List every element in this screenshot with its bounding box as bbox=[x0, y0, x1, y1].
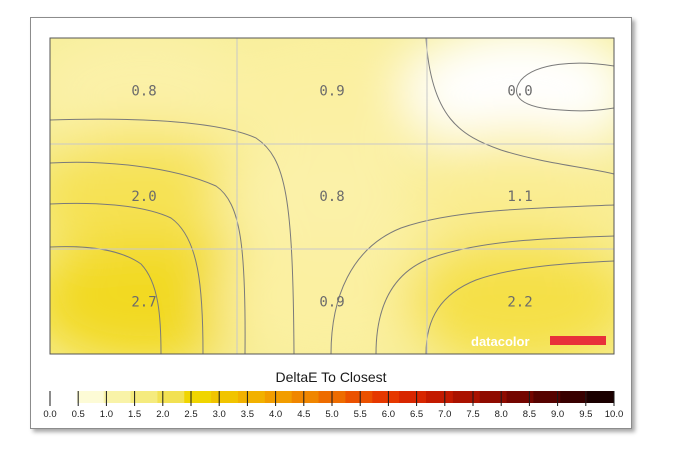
contour-line bbox=[50, 118, 295, 354]
colorbar-swatch bbox=[50, 391, 78, 403]
colorbar-tick-label: 4.5 bbox=[297, 409, 310, 420]
contour-line bbox=[425, 260, 614, 354]
cell-labels: 0.8 0.9 0.0 2.0 0.8 1.1 2.7 0.9 2.2 bbox=[131, 84, 532, 311]
colorbar-swatch bbox=[103, 391, 132, 403]
colorbar: 0.0 0.5 1.0 1.5 2.0 2.5 3.0 3.5 4.0 4.5 5.0 5.5 6.0 6… bbox=[43, 391, 623, 420]
cell-value-label: 0.0 bbox=[507, 84, 532, 100]
colorbar-tick-label: 5.5 bbox=[354, 409, 367, 420]
colorbar-swatch bbox=[533, 391, 561, 403]
colorbar-tick-label: 1.0 bbox=[100, 409, 113, 420]
contour-lines bbox=[50, 38, 614, 354]
heatmap-cell bbox=[50, 38, 261, 156]
colorbar-swatch bbox=[130, 391, 158, 403]
heatmap-cell bbox=[215, 38, 449, 156]
colorbar-swatch bbox=[587, 391, 615, 403]
contour-line bbox=[50, 161, 246, 354]
colorbar-swatch bbox=[291, 391, 320, 403]
colorbar-swatch bbox=[399, 391, 427, 403]
colorbar-tick-label: 8.5 bbox=[523, 409, 536, 420]
colorbar-tick-label: 6.5 bbox=[410, 409, 423, 420]
colorbar-swatch bbox=[452, 391, 481, 403]
colorbar-tick-label: 0.5 bbox=[72, 409, 85, 420]
brand-wordmark: datacolor bbox=[471, 334, 530, 349]
cell-value-label: 0.9 bbox=[319, 294, 344, 310]
heatmap-field: 0.8 0.9 0.0 2.0 0.8 1.1 2.7 0.9 2.2 datacolor bbox=[50, 38, 614, 354]
colorbar-swatch bbox=[157, 391, 185, 403]
colorbar-swatch bbox=[238, 391, 266, 403]
contour-line bbox=[375, 235, 614, 354]
heatmap-cell bbox=[403, 38, 614, 156]
cell-value-label: 2.7 bbox=[131, 294, 156, 310]
colorbar-tick-label: 0.0 bbox=[43, 409, 56, 420]
colorbar-tick-label: 3.5 bbox=[241, 409, 254, 420]
heatmap-chart: 0.8 0.9 0.0 2.0 0.8 1.1 2.7 0.9 2.2 datacolor De… bbox=[43, 37, 623, 420]
brand-logo: datacolor bbox=[471, 334, 606, 349]
heatmap-cell bbox=[215, 130, 449, 262]
heatmap-cell bbox=[403, 130, 614, 262]
cell-value-label: 0.8 bbox=[131, 84, 156, 100]
colorbar-swatch bbox=[211, 391, 239, 403]
colorbar-swatch bbox=[76, 391, 105, 403]
contour-line bbox=[330, 204, 614, 354]
colorbar-tick-label: 5.0 bbox=[325, 409, 338, 420]
colorbar-tick-label: 9.5 bbox=[579, 409, 592, 420]
colorbar-swatch bbox=[372, 391, 400, 403]
grid-lines bbox=[50, 38, 614, 354]
contour-line bbox=[425, 38, 614, 175]
colorbar-tick-label: 7.5 bbox=[466, 409, 479, 420]
colorbar-swatch bbox=[426, 391, 454, 403]
cell-value-label: 0.9 bbox=[319, 84, 344, 100]
colorbar-tick-label: 2.5 bbox=[184, 409, 197, 420]
plot-border bbox=[49, 37, 615, 355]
cell-value-label: 2.2 bbox=[507, 294, 532, 310]
colorbar-swatch bbox=[345, 391, 373, 403]
colorbar-swatch bbox=[184, 391, 212, 403]
colorbar-tick-label: 7.0 bbox=[438, 409, 451, 420]
colorbar-tick-label: 4.0 bbox=[269, 409, 282, 420]
colorbar-tick-label: 9.0 bbox=[551, 409, 564, 420]
contour-line bbox=[50, 202, 204, 354]
chart-card: 0.8 0.9 0.0 2.0 0.8 1.1 2.7 0.9 2.2 datacolor De… bbox=[30, 17, 632, 429]
colorbar-tick-label: 6.0 bbox=[382, 409, 395, 420]
brand-accent-bar bbox=[550, 336, 606, 345]
colorbar-tick-label: 1.5 bbox=[128, 409, 141, 420]
contour-line bbox=[50, 246, 162, 354]
colorbar-tick-label: 8.0 bbox=[495, 409, 508, 420]
colorbar-title: DeltaE To Closest bbox=[275, 369, 386, 385]
colorbar-swatch bbox=[560, 391, 588, 403]
heatmap-cell bbox=[50, 236, 261, 354]
heatmap-blobs bbox=[50, 38, 614, 354]
colorbar-tick-label: 10.0 bbox=[605, 409, 624, 420]
cell-value-label: 1.1 bbox=[507, 189, 532, 205]
heatmap-cell bbox=[403, 236, 614, 354]
cell-value-label: 0.8 bbox=[319, 189, 344, 205]
colorbar-tick-label: 2.0 bbox=[156, 409, 169, 420]
colorbar-tick-label: 3.0 bbox=[213, 409, 226, 420]
colorbar-swatch bbox=[264, 391, 293, 403]
contour-line bbox=[516, 62, 614, 112]
heatmap-cell bbox=[215, 236, 449, 354]
colorbar-swatch bbox=[506, 391, 534, 403]
colorbar-swatch bbox=[479, 391, 508, 403]
cell-value-label: 2.0 bbox=[131, 189, 156, 205]
